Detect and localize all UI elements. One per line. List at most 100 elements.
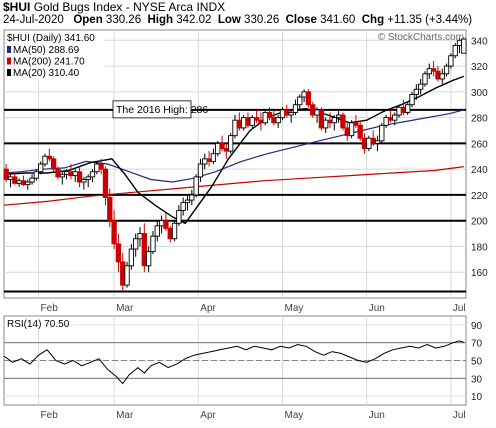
candle-body: [55, 168, 61, 178]
candle: [124, 261, 130, 288]
candle: [253, 109, 260, 123]
candle: [430, 60, 437, 77]
candle-body: [240, 117, 247, 129]
exchange: INDX: [196, 0, 226, 14]
candle: [46, 148, 52, 162]
price-panel-title: $HUI (Daily) 341.60: [7, 33, 95, 44]
candle-body: [323, 119, 329, 129]
candle: [145, 246, 152, 273]
rsi-x-tick-label: May: [284, 410, 303, 421]
candle-body: [379, 124, 385, 142]
candle: [180, 197, 186, 216]
rsi-y-tick-label: 30: [471, 374, 483, 385]
price-y-tick-label: 280: [471, 114, 488, 125]
price-y-tick-label: 240: [471, 165, 488, 176]
candle: [215, 140, 221, 157]
price-y-tick-label: 180: [471, 242, 488, 253]
candle-body: [219, 142, 225, 149]
candle: [297, 94, 303, 110]
candle-body: [102, 168, 109, 198]
candle-body: [266, 112, 273, 119]
candle: [115, 233, 122, 273]
price-y-tick-label: 340: [471, 36, 488, 47]
candle-body: [405, 104, 411, 113]
candle-body: [184, 199, 191, 204]
candle: [292, 99, 299, 116]
candle: [323, 117, 329, 134]
candle: [38, 161, 44, 175]
candle-body: [374, 140, 381, 144]
candle-body: [180, 202, 186, 211]
candle: [189, 189, 195, 206]
open-value: 330.26: [105, 14, 142, 26]
candle: [42, 153, 48, 167]
candle-body: [42, 155, 48, 165]
candle-body: [85, 176, 91, 180]
candle-body: [12, 176, 18, 184]
annotation-box: [112, 100, 192, 119]
low-label: Low: [217, 14, 241, 26]
candle-body: [133, 238, 139, 250]
price-x-tick-label: Jul: [453, 303, 466, 314]
candle: [357, 120, 363, 141]
low-value: 330.26: [244, 14, 280, 26]
candle-body: [59, 173, 65, 178]
candle-body: [193, 176, 199, 196]
candle: [452, 42, 458, 59]
candle-body: [353, 122, 359, 126]
candle-body: [383, 117, 389, 126]
candle: [98, 158, 104, 175]
candle: [240, 115, 247, 131]
candle: [249, 115, 255, 128]
candle-body: [81, 179, 87, 183]
candle: [374, 135, 381, 152]
candle: [422, 71, 428, 87]
price-x-tick-label: Apr: [200, 303, 216, 314]
candle-body: [206, 158, 212, 162]
candle-body: [301, 91, 307, 98]
open-label: Open: [73, 14, 103, 26]
candle-body: [16, 180, 22, 184]
candle: [171, 220, 178, 242]
candle: [3, 164, 9, 183]
candle: [413, 84, 419, 100]
candle-body: [202, 158, 208, 165]
candle: [305, 89, 312, 108]
price-y-tick-label: 200: [471, 217, 488, 228]
candle-body: [327, 119, 333, 124]
candle-body: [253, 117, 260, 121]
candle: [418, 78, 424, 95]
high-label: High: [147, 14, 174, 26]
candle-body: [3, 168, 9, 180]
rsi-y-tick-label: 90: [471, 321, 483, 332]
candle-body: [452, 45, 458, 57]
candle-body: [443, 65, 450, 75]
candle: [443, 63, 450, 77]
rsi-x-tick-label: Mar: [116, 410, 134, 421]
price-x-tick-label: Feb: [41, 303, 59, 314]
candle-body: [63, 171, 70, 175]
candle: [154, 220, 160, 242]
candle: [176, 205, 182, 226]
candle-body: [262, 112, 268, 124]
candle: [228, 133, 234, 154]
candle: [133, 233, 139, 257]
candle-body: [387, 117, 394, 121]
candle: [340, 112, 346, 131]
candle: [12, 171, 18, 185]
candle-body: [396, 106, 402, 116]
price-y-tick-label: 220: [471, 191, 488, 202]
candle-body: [435, 70, 441, 80]
candle-body: [223, 148, 230, 152]
price-x-tick-label: Jun: [369, 303, 385, 314]
candle-body: [89, 171, 96, 178]
candle-body: [361, 137, 368, 149]
close-label: Close: [285, 14, 317, 26]
price-legend: [5, 31, 105, 79]
header-line-1: $HUI Gold Bugs Index - NYSE Arca INDX: [3, 0, 225, 14]
candle-body: [340, 114, 346, 129]
chg-value: +11.35 (+3.44%): [387, 14, 473, 26]
candle-body: [439, 73, 445, 80]
candle-body: [245, 117, 251, 126]
